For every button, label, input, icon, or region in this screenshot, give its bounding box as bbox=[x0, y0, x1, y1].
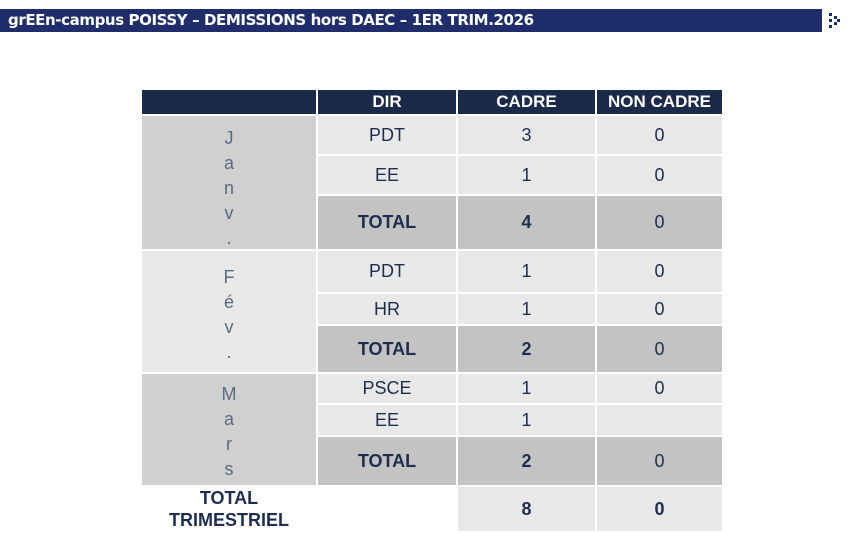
table-cell-cadre: 1 bbox=[458, 405, 595, 435]
month-label-janv: J a n v . bbox=[142, 116, 316, 249]
header-non-cadre: NON CADRE bbox=[597, 90, 722, 114]
table-cell-cadre: 1 bbox=[458, 251, 595, 292]
table-cell-non-cadre: 0 bbox=[597, 156, 722, 194]
table-cell-total-non-cadre: 0 bbox=[597, 196, 722, 249]
table-cell-total-cadre: 2 bbox=[458, 326, 595, 372]
table-cell-dir: PDT bbox=[318, 251, 456, 292]
header-cadre: CADRE bbox=[458, 90, 595, 114]
table-cell-total-cadre: 2 bbox=[458, 437, 595, 485]
table-cell-total-cadre: 4 bbox=[458, 196, 595, 249]
header-dir: DIR bbox=[318, 90, 456, 114]
table-cell-non-cadre: 0 bbox=[597, 374, 722, 403]
table-cell-total-non-cadre: 0 bbox=[597, 437, 722, 485]
table-cell-total-non-cadre: 0 bbox=[597, 326, 722, 372]
table-cell-dir: EE bbox=[318, 405, 456, 435]
table-cell-total-label: TOTAL bbox=[318, 326, 456, 372]
table-cell-dir: PSCE bbox=[318, 374, 456, 403]
grand-total-non-cadre: 0 bbox=[597, 487, 722, 531]
renault-diamond-icon bbox=[829, 13, 840, 28]
grand-total-label: TOTAL TRIMESTRIEL bbox=[142, 487, 316, 531]
table-cell-dir: PDT bbox=[318, 116, 456, 154]
table-cell-cadre: 3 bbox=[458, 116, 595, 154]
table-cell-cadre: 1 bbox=[458, 156, 595, 194]
table-cell-cadre: 1 bbox=[458, 374, 595, 403]
table-cell-total-label: TOTAL bbox=[318, 196, 456, 249]
table-cell-dir: EE bbox=[318, 156, 456, 194]
header-corner-cell bbox=[142, 90, 316, 114]
page-title: grEEn-campus POISSY – DEMISSIONS hors DA… bbox=[0, 9, 822, 32]
table-cell-non-cadre bbox=[597, 405, 722, 435]
table-cell-dir: HR bbox=[318, 294, 456, 324]
table-cell-cadre: 1 bbox=[458, 294, 595, 324]
grand-total-cadre: 8 bbox=[458, 487, 595, 531]
table-cell-non-cadre: 0 bbox=[597, 116, 722, 154]
table-cell-non-cadre: 0 bbox=[597, 251, 722, 292]
resignations-table: DIR CADRE NON CADRE J a n v . PDT 3 0 EE… bbox=[142, 90, 722, 531]
table-cell-non-cadre: 0 bbox=[597, 294, 722, 324]
month-label-mars: M a r s bbox=[142, 374, 316, 485]
month-label-fev: F é v . bbox=[142, 251, 316, 372]
table-cell-total-label: TOTAL bbox=[318, 437, 456, 485]
grand-total-dir bbox=[318, 487, 456, 531]
